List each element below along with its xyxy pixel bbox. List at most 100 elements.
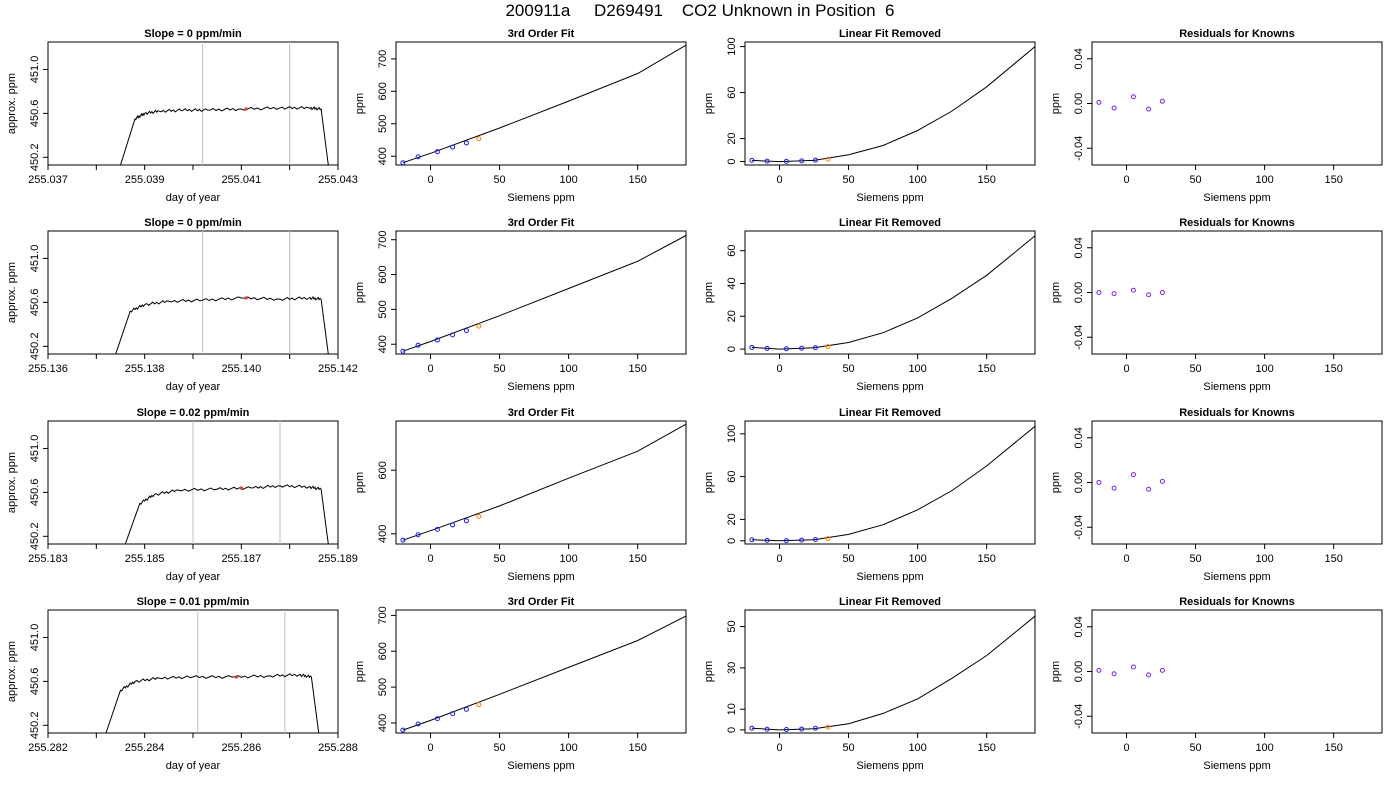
plot-frame: [1091, 230, 1383, 355]
x-axis-label: Siemens ppm: [507, 192, 574, 204]
known-point: [434, 337, 440, 343]
x-tick-label: 100: [908, 174, 926, 186]
data-line: [402, 615, 686, 731]
known-point: [400, 160, 406, 165]
y-tick-label: 30: [726, 662, 738, 674]
x-tick-label: 150: [977, 742, 995, 754]
chart-3-2: 3rd Order Fit Siemens ppm ppm 0 50 100 150 400 6…: [354, 407, 687, 583]
data-line: [402, 235, 686, 352]
plot-frame: [1091, 420, 1383, 545]
data-line: [402, 44, 686, 164]
known-point: [415, 532, 421, 538]
known-point: [434, 149, 440, 155]
known-point: [783, 158, 789, 164]
plot-area: [749, 235, 1035, 352]
x-axis-label: Siemens ppm: [1203, 571, 1270, 583]
x-tick-label: 150: [628, 363, 646, 375]
plot-frame: [744, 609, 1036, 734]
chart-title: Residuals for Knowns: [1179, 407, 1295, 419]
y-tick-label: -0.04: [1073, 515, 1085, 540]
plot-area: [1096, 664, 1165, 678]
plot-area: [105, 610, 320, 733]
residual-point: [1111, 485, 1117, 491]
known-point: [400, 727, 406, 733]
chart-4-2: 3rd Order Fit Siemens ppm ppm 0 50 100 150 400 5…: [354, 596, 687, 772]
residual-point: [1159, 478, 1165, 484]
y-tick-label: -0.04: [1073, 136, 1085, 161]
chart-4-1: Slope = 0.01 ppm/min day of year approx. p…: [6, 596, 358, 772]
y-tick-label: 451.0: [29, 435, 41, 463]
y-tick-label: 10: [726, 703, 738, 715]
x-tick-label: 50: [1189, 363, 1201, 375]
known-point: [812, 157, 818, 163]
plot-frame: [395, 41, 687, 166]
known-point: [749, 537, 755, 543]
x-tick-label: 50: [1189, 553, 1201, 565]
x-axis-label: Siemens ppm: [856, 192, 923, 204]
known-point: [749, 725, 755, 731]
x-tick-label: 150: [977, 174, 995, 186]
known-point: [812, 537, 818, 543]
unknown-point: [825, 344, 831, 350]
x-tick-label: 100: [559, 742, 577, 754]
unknown-point: [476, 323, 482, 329]
plot-frame: [1091, 609, 1383, 734]
chart-title: Residuals for Knowns: [1179, 596, 1295, 608]
chart-title: 3rd Order Fit: [508, 407, 575, 419]
x-axis-label: Siemens ppm: [856, 571, 923, 583]
residual-point: [1146, 672, 1152, 678]
data-line: [751, 425, 1035, 542]
x-tick-label: 0: [427, 553, 433, 565]
sample-marker: [244, 296, 248, 300]
y-tick-label: 0.00: [1073, 472, 1085, 493]
known-point: [450, 522, 456, 528]
residual-point: [1111, 105, 1117, 111]
y-tick-label: 600: [377, 82, 389, 100]
x-tick-label: 255.185: [125, 553, 165, 565]
chart-title: Linear Fit Removed: [839, 407, 941, 419]
x-tick-label: 100: [1255, 553, 1273, 565]
y-tick-label: 0: [726, 727, 738, 733]
data-line: [751, 46, 1035, 163]
y-tick-label: 50: [726, 620, 738, 632]
x-tick-label: 50: [493, 363, 505, 375]
residual-point: [1096, 667, 1102, 673]
known-point: [799, 158, 805, 164]
chart-3-4: Residuals for Knowns Siemens ppm ppm 0 50 100…: [1050, 407, 1383, 583]
plot-area: [1096, 472, 1165, 492]
chart-2-1: Slope = 0 ppm/min day of year approx. ppm 2…: [6, 217, 358, 393]
chart-1-2: 3rd Order Fit Siemens ppm ppm 0 50 100 150 400 5…: [354, 28, 687, 204]
y-tick-label: 450.2: [29, 712, 41, 740]
chart-title: Slope = 0 ppm/min: [144, 28, 242, 40]
chart-3-1: Slope = 0.02 ppm/min day of year approx. p…: [6, 407, 358, 583]
chart-title: 3rd Order Fit: [508, 217, 575, 229]
y-tick-label: 0.04: [1073, 427, 1085, 448]
residual-point: [1111, 671, 1117, 677]
plot-frame: [744, 41, 1036, 166]
residual-point: [1159, 290, 1165, 295]
known-point: [749, 344, 755, 350]
x-axis-label: day of year: [166, 381, 221, 393]
y-tick-label: 400: [377, 714, 389, 732]
known-point: [463, 328, 469, 334]
plot-area: [115, 231, 329, 354]
x-tick-label: 150: [977, 553, 995, 565]
plot-frame: [744, 420, 1036, 545]
chart-title: Slope = 0.01 ppm/min: [137, 596, 250, 608]
chart-3-3: Linear Fit Removed Siemens ppm ppm 0 50 100 15…: [703, 407, 1036, 583]
residual-point: [1159, 98, 1165, 104]
x-tick-label: 0: [1123, 174, 1129, 186]
chart-1-4: Residuals for Knowns Siemens ppm ppm 0 50 100…: [1050, 28, 1383, 204]
x-tick-label: 255.189: [318, 553, 358, 565]
known-point: [415, 342, 421, 348]
plot-frame: [395, 609, 687, 734]
chart-title: Linear Fit Removed: [839, 28, 941, 40]
y-axis-label: ppm: [703, 282, 715, 303]
known-point: [749, 157, 755, 163]
x-tick-label: 0: [427, 174, 433, 186]
x-tick-label: 50: [493, 174, 505, 186]
y-tick-label: 450.6: [29, 289, 41, 317]
known-point: [783, 726, 789, 732]
data-line: [105, 673, 320, 733]
known-point: [799, 345, 805, 351]
